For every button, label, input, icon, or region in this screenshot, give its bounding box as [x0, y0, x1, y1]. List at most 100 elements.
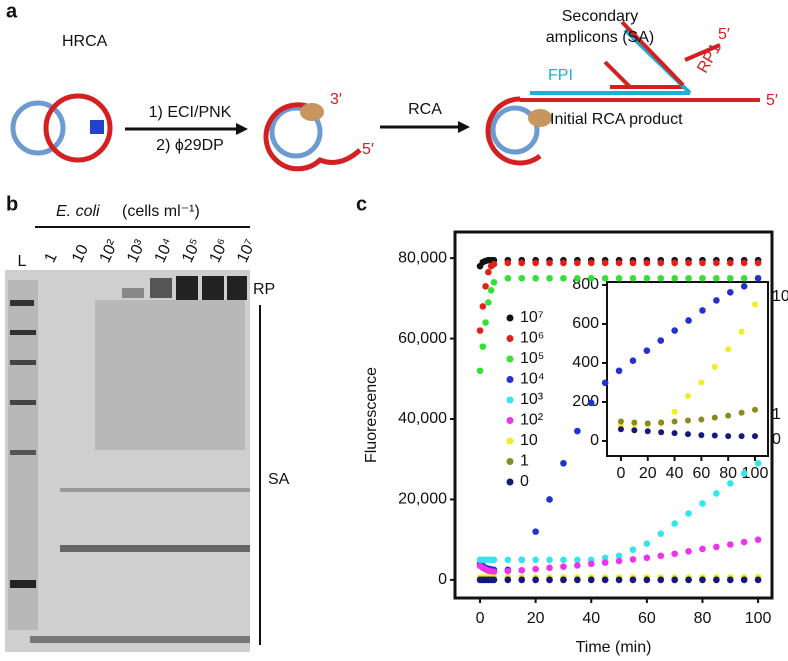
data-point [631, 419, 638, 426]
data-point [532, 259, 539, 267]
data-point [574, 576, 581, 584]
data-point [574, 274, 581, 282]
data-point [711, 363, 718, 370]
data-point [738, 433, 745, 440]
data-point [657, 337, 665, 344]
data-point [587, 259, 595, 267]
data-point [601, 259, 609, 267]
data-point [587, 274, 595, 282]
lane-label: 10⁷ [234, 237, 259, 266]
lane-labels: L 1 10 10² 10³ 10⁴ 10⁵ 10⁶ 10⁷ [18, 236, 260, 270]
x-tick-label: 20 [639, 465, 657, 482]
data-point [587, 560, 595, 568]
data-point [740, 259, 748, 267]
data-point [643, 554, 651, 562]
initial-product: Initial RCA product [550, 111, 683, 128]
data-point [751, 433, 758, 440]
legend-label: 10³ [520, 391, 544, 408]
step-2: 2) ϕ29DP [156, 137, 224, 154]
data-point [754, 259, 762, 267]
data-point [560, 556, 567, 564]
data-point [657, 259, 665, 267]
data-point [726, 274, 734, 282]
data-point [671, 576, 678, 584]
data-point [574, 562, 581, 569]
data-point [601, 274, 609, 282]
data-point [574, 556, 581, 564]
five-prime: 5′ [766, 92, 778, 109]
data-point [518, 566, 526, 574]
data-point [532, 576, 539, 584]
y-tick-label: 20,000 [398, 491, 447, 508]
y-tick-label: 0 [438, 571, 447, 588]
data-point [671, 418, 678, 425]
data-point [546, 556, 553, 564]
data-point [726, 541, 734, 548]
x-tick-label: 100 [745, 610, 772, 627]
data-point [754, 274, 762, 282]
data-point [601, 576, 609, 584]
data-point [546, 576, 553, 584]
data-point [518, 556, 526, 564]
data-point [601, 559, 609, 566]
rca-label: RCA [408, 101, 442, 118]
lane-label: L [18, 253, 27, 270]
sa-label: amplicons (SA) [546, 29, 654, 46]
data-point [629, 357, 637, 365]
x-tick-label: 20 [527, 610, 545, 627]
data-point [726, 576, 734, 584]
series-label: 10 [772, 288, 788, 305]
x-tick-label: 80 [694, 610, 712, 627]
data-point [504, 274, 512, 282]
data-point [560, 563, 567, 570]
series-label: 1 [772, 406, 781, 423]
data-point [617, 418, 624, 425]
y-tick-label: 600 [572, 315, 599, 332]
legend-marker [506, 478, 514, 486]
data-point [601, 554, 609, 562]
data-point [671, 550, 678, 558]
unit: (cells ml⁻¹) [122, 203, 200, 220]
legend-marker [506, 437, 514, 445]
data-point [726, 289, 734, 296]
data-point [671, 274, 678, 282]
data-point [754, 536, 762, 543]
data-point [713, 297, 720, 304]
data-point [490, 568, 498, 576]
data-point [685, 317, 692, 324]
data-point [629, 556, 637, 563]
data-point [560, 274, 567, 282]
data-point [740, 274, 748, 282]
series-label: 0 [772, 431, 781, 448]
data-point [490, 278, 498, 286]
data-point [631, 427, 638, 434]
data-point [504, 556, 512, 564]
species: E. coli [56, 203, 100, 220]
data-point [574, 259, 581, 267]
data-point [684, 417, 691, 424]
legend-marker [506, 396, 514, 404]
data-point [754, 576, 762, 584]
data-point [713, 274, 720, 282]
legend-label: 1 [520, 453, 529, 470]
data-point [726, 259, 734, 267]
data-point [532, 565, 539, 573]
diagram-left [10, 93, 113, 163]
y-tick-label: 200 [572, 393, 599, 410]
data-point [725, 412, 732, 419]
data-point [560, 259, 567, 267]
data-point [699, 259, 706, 267]
data-point [546, 274, 553, 282]
data-point [518, 576, 526, 584]
data-point [657, 530, 665, 537]
data-point [615, 367, 623, 375]
legend-marker [506, 458, 514, 465]
panel-label: c [356, 193, 367, 215]
x-tick-label: 0 [476, 610, 485, 627]
legend-label: 10⁷ [520, 309, 544, 326]
data-point [725, 433, 732, 440]
x-tick-label: 0 [616, 465, 625, 482]
data-point [699, 576, 706, 584]
x-tick-label: 40 [582, 610, 600, 627]
